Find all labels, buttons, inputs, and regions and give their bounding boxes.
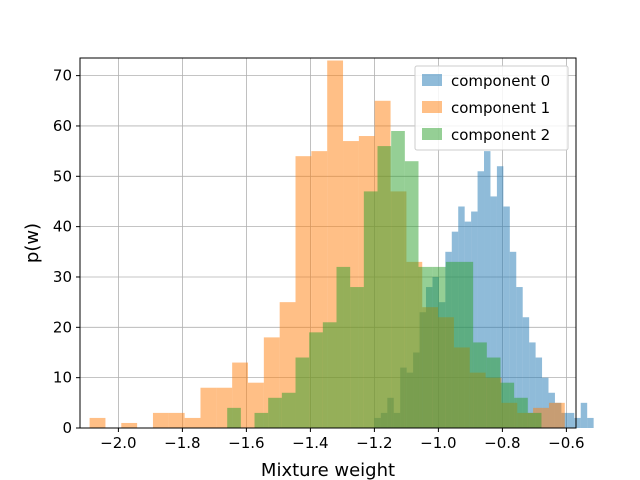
y-tick-label: 60 (53, 117, 72, 135)
y-tick-label: 20 (53, 318, 72, 336)
histogram-bar (484, 151, 491, 428)
histogram-bar (152, 412, 169, 428)
y-axis-ticks: 0 10 20 30 40 50 60 70 (53, 67, 80, 437)
histogram-bar (587, 417, 594, 428)
x-tick-label: −1.8 (164, 434, 200, 452)
histogram-bar (295, 357, 310, 428)
legend-swatch (422, 74, 442, 86)
histogram-bar (500, 382, 515, 428)
x-tick-label: −0.8 (484, 434, 520, 452)
histogram-bar (580, 402, 588, 428)
x-axis-ticks: −2.0 −1.8 −1.6 −1.4 −1.2 −1.0 −0.8 −0.6 (100, 428, 585, 452)
histogram-bar (535, 357, 543, 428)
histogram-bar (542, 377, 549, 428)
histogram-bar (227, 407, 241, 428)
histogram-bar (516, 287, 523, 428)
histogram-bar (486, 357, 501, 428)
histogram-bar (336, 266, 351, 428)
legend-swatch (422, 101, 442, 113)
histogram-bar (509, 251, 517, 428)
histogram-bar (514, 397, 528, 428)
histogram-bar (477, 171, 485, 428)
y-tick-label: 70 (53, 67, 72, 85)
histogram-bar (432, 266, 446, 428)
histogram-bar (503, 206, 510, 428)
legend: component 0 component 1 component 2 (414, 65, 569, 151)
y-tick-label: 40 (53, 218, 72, 236)
histogram-bar (121, 422, 138, 428)
histogram-bar (254, 412, 269, 428)
histogram-bar (89, 417, 106, 428)
histogram-bar (567, 412, 575, 428)
histogram-bar (445, 261, 460, 428)
histogram-bar (184, 417, 201, 428)
legend-label: component 1 (451, 99, 550, 117)
histogram-bar (496, 166, 504, 428)
histogram-bar (363, 191, 378, 428)
histogram-bar (377, 146, 392, 428)
histogram-bar (404, 161, 419, 429)
histogram-bar (268, 397, 282, 428)
y-tick-label: 30 (53, 268, 72, 286)
histogram-bar (418, 266, 433, 428)
histogram-bar (490, 196, 497, 428)
y-tick-label: 10 (53, 369, 72, 387)
histogram-bar (281, 392, 296, 428)
y-tick-label: 0 (62, 419, 72, 437)
legend-label: component 0 (451, 72, 550, 90)
histogram-bar (168, 412, 185, 428)
histogram-bar (391, 130, 405, 428)
x-tick-label: −0.6 (548, 434, 584, 452)
histogram-bar (200, 387, 217, 428)
histogram-bar (473, 342, 487, 428)
y-tick-label: 50 (53, 167, 72, 185)
histogram-bar (548, 402, 565, 428)
histogram-bar (527, 412, 542, 428)
x-tick-label: −1.0 (420, 434, 456, 452)
x-tick-label: −1.6 (228, 434, 264, 452)
plot-frame (79, 57, 577, 429)
y-axis-label: p(w) (22, 223, 43, 263)
x-tick-label: −1.4 (292, 434, 328, 452)
histogram-bar (459, 261, 474, 428)
x-tick-label: −2.0 (100, 434, 136, 452)
legend-label: component 2 (451, 126, 550, 144)
histogram-bar (309, 332, 323, 428)
histogram-bar (529, 342, 536, 428)
x-axis-label: Mixture weight (261, 460, 395, 480)
legend-box (414, 65, 569, 151)
histogram-bar (322, 322, 337, 428)
x-tick-label: −1.2 (356, 434, 392, 452)
histogram-bar (471, 211, 478, 428)
histogram-bar (522, 317, 530, 428)
histogram-bar (350, 287, 364, 428)
histogram-bars (89, 60, 594, 429)
legend-swatch (422, 128, 442, 140)
series-2-bars (227, 130, 542, 429)
histogram-bar (574, 417, 581, 428)
